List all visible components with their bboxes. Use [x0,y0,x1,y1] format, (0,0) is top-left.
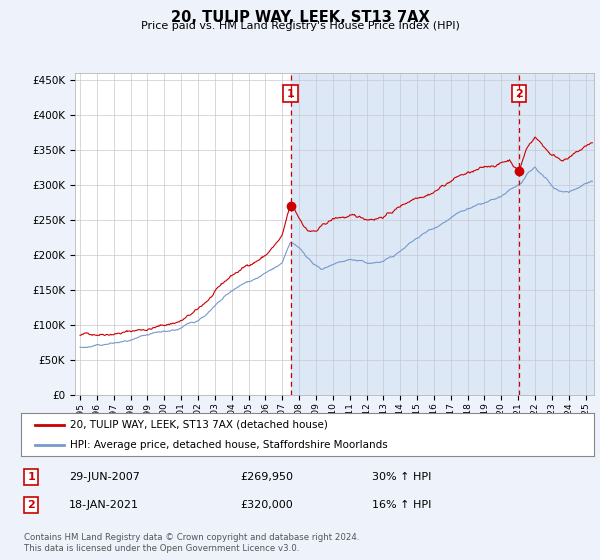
Text: 2: 2 [515,89,523,99]
Text: 18-JAN-2021: 18-JAN-2021 [69,500,139,510]
Text: HPI: Average price, detached house, Staffordshire Moorlands: HPI: Average price, detached house, Staf… [70,440,388,450]
Text: 1: 1 [287,89,295,99]
Text: 16% ↑ HPI: 16% ↑ HPI [372,500,431,510]
Text: 29-JUN-2007: 29-JUN-2007 [69,472,140,482]
Text: Contains HM Land Registry data © Crown copyright and database right 2024.
This d: Contains HM Land Registry data © Crown c… [24,533,359,553]
Bar [290,73,600,395]
Text: 20, TULIP WAY, LEEK, ST13 7AX: 20, TULIP WAY, LEEK, ST13 7AX [170,10,430,25]
Text: 30% ↑ HPI: 30% ↑ HPI [372,472,431,482]
Text: 1: 1 [28,472,35,482]
Text: 20, TULIP WAY, LEEK, ST13 7AX (detached house): 20, TULIP WAY, LEEK, ST13 7AX (detached … [70,420,328,430]
Text: £320,000: £320,000 [240,500,293,510]
Text: Price paid vs. HM Land Registry's House Price Index (HPI): Price paid vs. HM Land Registry's House … [140,21,460,31]
Text: 2: 2 [28,500,35,510]
Text: £269,950: £269,950 [240,472,293,482]
